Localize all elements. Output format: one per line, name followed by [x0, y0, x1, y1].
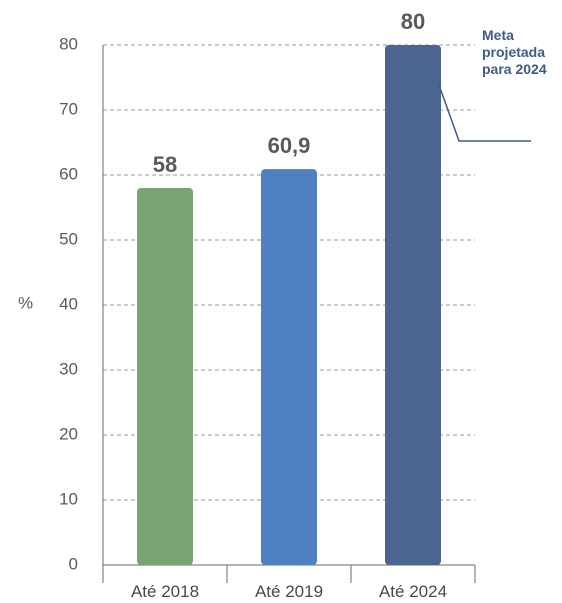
labels: 0 10 20 30 40 50 60 70 80 58 Até 2018 60,9 Até 2019 8… [59, 9, 447, 601]
annotation-leader-line [438, 84, 531, 142]
y-tick-label: 50 [59, 229, 78, 248]
bar-value-label: 58 [153, 152, 177, 177]
bar [261, 169, 317, 565]
annotation-text: Meta projetada para 2024 [482, 27, 547, 77]
x-tick-label: Até 2024 [379, 582, 447, 601]
y-tick-label: 70 [59, 99, 78, 118]
annotation-line: projetada [482, 44, 545, 60]
annotation: Meta projetada para 2024 [438, 27, 547, 142]
y-tick-label: 0 [69, 554, 78, 573]
x-tick-label: Até 2018 [131, 582, 199, 601]
y-tick-label: 30 [59, 359, 78, 378]
annotation-line: para 2024 [482, 61, 547, 77]
bar [385, 45, 441, 565]
y-tick-label: 20 [59, 424, 78, 443]
bar [137, 188, 193, 565]
y-tick-label: 80 [59, 34, 78, 53]
bars [137, 45, 441, 565]
bar-value-label: 80 [401, 9, 425, 34]
x-tick-label: Até 2019 [255, 582, 323, 601]
bar-value-label: 60,9 [268, 133, 311, 158]
y-tick-label: 10 [59, 489, 78, 508]
y-axis-label: % [18, 293, 33, 312]
y-tick-label: 60 [59, 164, 78, 183]
y-tick-label: 40 [59, 294, 78, 313]
annotation-line: Meta [482, 27, 514, 43]
